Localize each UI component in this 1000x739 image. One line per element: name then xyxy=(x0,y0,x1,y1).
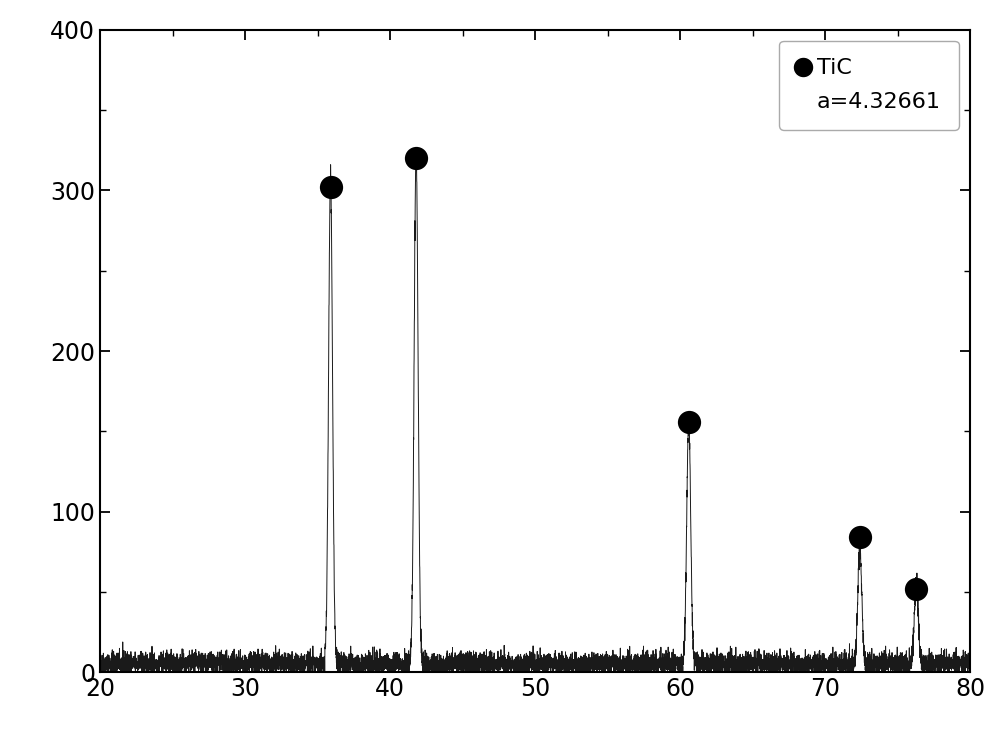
Legend: TiC, a=4.32661: TiC, a=4.32661 xyxy=(779,41,959,129)
Point xyxy=(681,416,697,428)
Point xyxy=(408,152,424,164)
Point xyxy=(908,583,924,595)
Point xyxy=(323,181,339,193)
Point xyxy=(852,531,868,543)
